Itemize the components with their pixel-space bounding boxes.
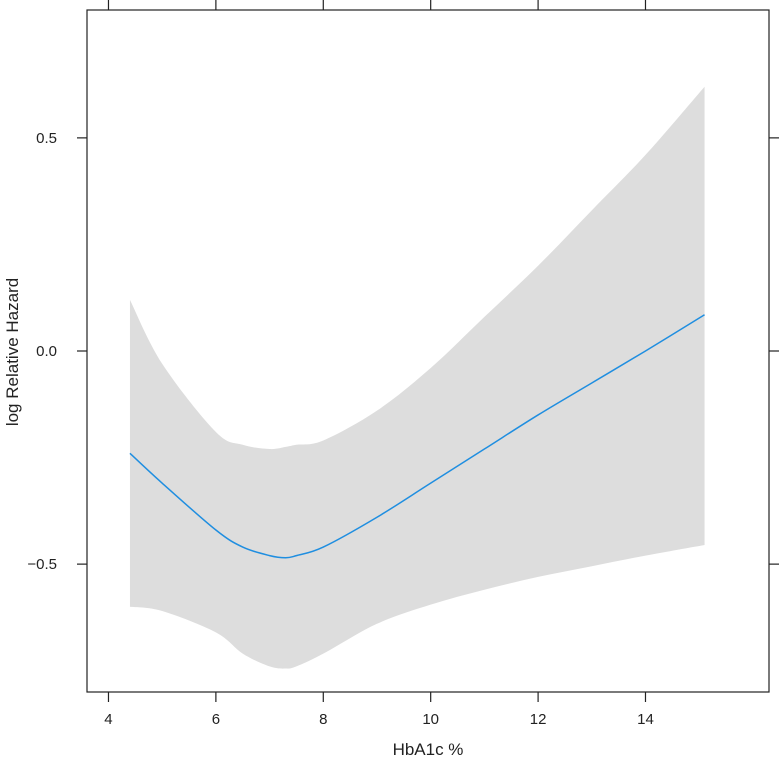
y-tick-label: −0.5 [27,556,57,573]
x-tick-label: 6 [212,711,220,728]
fit-line-layer [129,314,705,559]
x-axis-title: HbA1c % [393,740,464,759]
fit-line [129,314,705,559]
x-axis-ticks: 4 6 8 10 12 14 [104,0,654,728]
y-tick-label: 0.5 [36,130,57,147]
x-tick-label: 10 [422,711,439,728]
x-tick-label: 14 [637,711,654,728]
x-tick-label: 4 [104,711,112,728]
y-axis-title: log Relative Hazard [3,278,22,426]
confidence-band [129,86,705,669]
confidence-band-layer [129,86,705,669]
y-tick-label: 0.0 [36,343,57,360]
x-tick-label: 8 [319,711,327,728]
y-axis-ticks: −0.5 0.0 0.5 [27,130,779,573]
x-tick-label: 12 [530,711,547,728]
